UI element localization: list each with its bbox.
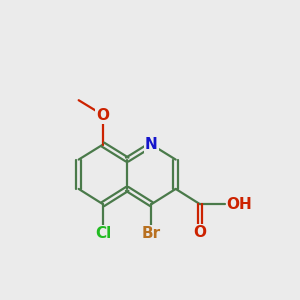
Text: OH: OH <box>226 197 252 212</box>
Text: N: N <box>145 137 158 152</box>
Text: O: O <box>194 225 206 240</box>
Text: O: O <box>96 107 110 122</box>
Text: Br: Br <box>142 226 161 241</box>
Text: Cl: Cl <box>95 226 111 241</box>
